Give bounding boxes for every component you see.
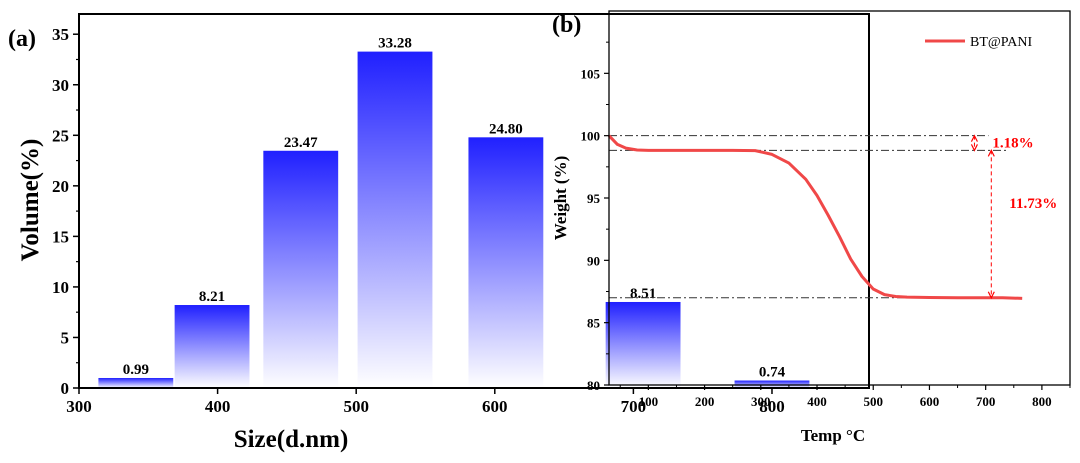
panel-a-label: (a): [8, 26, 36, 52]
y-tick-label: 10: [52, 278, 69, 297]
bar-0.99: [98, 377, 174, 388]
annotation-arrowhead-bottom: [987, 291, 995, 300]
x-tick-label: 500: [343, 397, 369, 416]
x-tick-label: 700: [976, 394, 996, 409]
y-tick-label: 35: [52, 25, 69, 44]
bar-23.47: [263, 150, 339, 388]
panel-b-annotations: 1.18% 11.73%: [970, 134, 1057, 300]
legend-label-bt-pani: BT@PANI: [970, 35, 1033, 50]
panel-b-legend: BT@PANI: [925, 35, 1033, 50]
x-tick-label: 800: [759, 397, 785, 416]
panel-b-y-axis-title: Weight (%): [551, 156, 570, 241]
bar-data-label: 0.99: [123, 362, 149, 378]
bar-data-label: 24.80: [489, 121, 523, 137]
bar-8.51: [605, 301, 681, 388]
panel-b: (b) 1.18%11.73% 100 200 300 400 500 600 700 800…: [551, 10, 1071, 445]
y-tick-label: 15: [52, 227, 69, 246]
panel-a-x-axis-title: Size(d.nm): [234, 426, 349, 453]
x-tick-label: 200: [695, 394, 715, 409]
y-tick-label: 5: [61, 328, 70, 347]
x-tick-label: 600: [920, 394, 940, 409]
y-tick-label: 105: [581, 66, 601, 81]
bar-data-label: 33.28: [378, 36, 412, 52]
panel-a-bars: [98, 51, 810, 388]
annotation-arrowhead-top: [970, 134, 978, 142]
x-tick-label: 700: [621, 397, 647, 416]
panel-a-axis-ticks: 300 400 500 600 700 800 0 5 10 15 20 25 30 35: [52, 25, 785, 416]
y-tick-label: 30: [52, 76, 69, 95]
bar-data-label: 8.21: [199, 289, 225, 305]
bar-data-label: 0.74: [759, 365, 786, 381]
annotation-label: 11.73%: [1009, 196, 1057, 212]
panel-b-series-line-bt-pani: [607, 134, 1023, 300]
bar-data-label: 8.51: [630, 286, 656, 302]
panel-b-axis-ticks: 100 200 300 400 500 600 700 800 80 85 90 95 100 105: [581, 41, 1071, 409]
y-tick-label: 90: [587, 253, 600, 268]
x-tick-label: 300: [66, 397, 92, 416]
x-tick-label: 400: [205, 397, 231, 416]
y-tick-label: 0: [61, 379, 70, 398]
bar-0.74: [734, 380, 810, 388]
annotation-arrowhead-bottom: [970, 144, 978, 152]
bar-8.21: [174, 305, 250, 388]
y-tick-label: 25: [52, 126, 69, 145]
x-tick-label: 500: [863, 394, 883, 409]
annotation-arrowhead-top: [987, 149, 995, 157]
x-tick-label: 100: [639, 394, 659, 409]
x-tick-label: 600: [482, 397, 508, 416]
y-tick-label: 95: [587, 191, 601, 206]
bar-data-label: 23.47: [284, 135, 318, 151]
panel-a-bar-labels: 0.99 8.21 23.47 33.28 24.80 8.51 0.74: [123, 36, 786, 381]
y-tick-label: 85: [587, 316, 601, 331]
annotation-label: 1.18%: [992, 136, 1033, 152]
panel-a-plot-frame: [78, 13, 870, 389]
bar-33.28: [357, 51, 433, 388]
panel-b-x-axis-title: Temp °C: [801, 426, 865, 445]
y-tick-label: 80: [587, 378, 600, 393]
x-tick-label: 300: [751, 394, 771, 409]
x-tick-label: 800: [1032, 394, 1052, 409]
panel-a-y-axis-title: Volume(%): [17, 139, 44, 262]
bar-24.80: [468, 137, 544, 388]
panel-b-reference-lines: [609, 135, 1009, 299]
panel-b-label: (b): [552, 12, 581, 38]
x-tick-label: 400: [807, 394, 827, 409]
y-tick-label: 20: [52, 177, 69, 196]
y-tick-label: 100: [581, 129, 601, 144]
